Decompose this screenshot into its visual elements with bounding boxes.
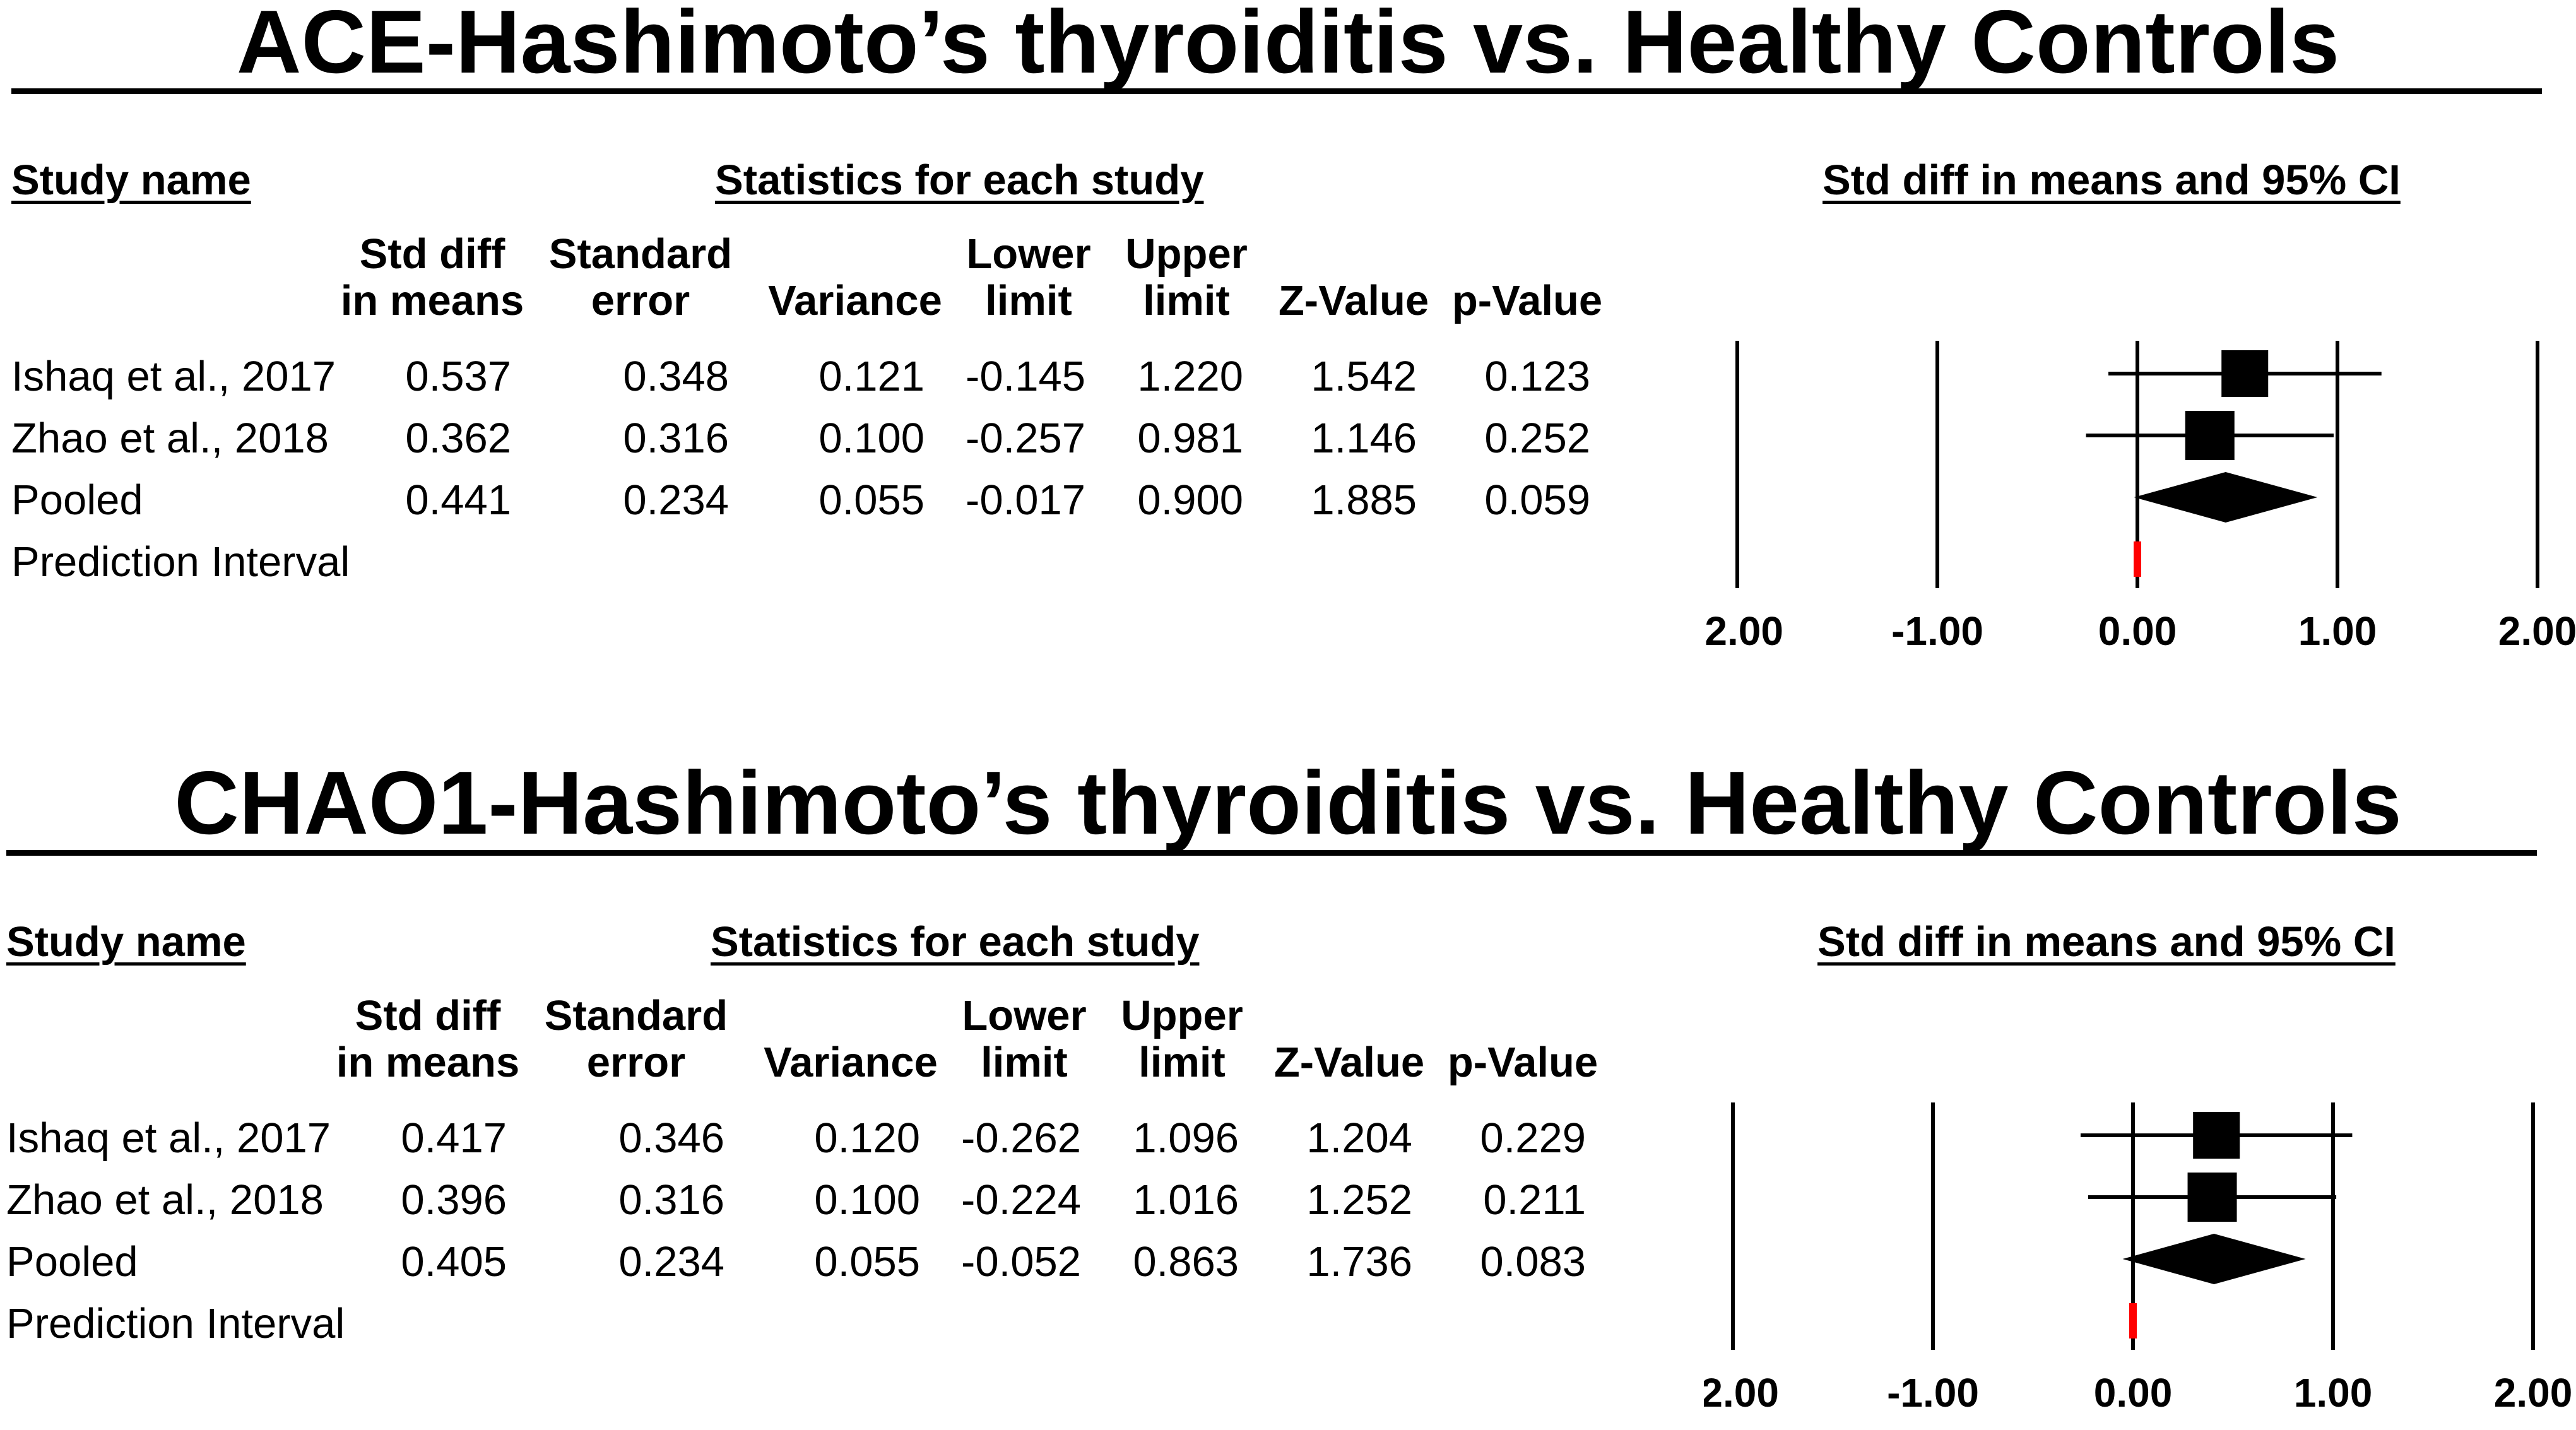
cell-lower-limit: -0.145 bbox=[966, 353, 1085, 400]
axis-tick-label: 1.00 bbox=[2298, 608, 2377, 654]
cell-upper-limit: 1.096 bbox=[1133, 1114, 1239, 1162]
study-label: Zhao et al., 2018 bbox=[11, 415, 329, 462]
axis-tick-label: -2.00 bbox=[1704, 1370, 1779, 1415]
cell-upper-limit: 1.016 bbox=[1133, 1176, 1239, 1224]
study-label: Prediction Interval bbox=[6, 1300, 345, 1347]
title-underline bbox=[6, 850, 2537, 856]
cell-p-value: 0.123 bbox=[1484, 353, 1590, 400]
forest-plot: -2.00 -1.00 0.00 1.00 2.00 bbox=[1704, 341, 2576, 654]
study-name-header: Study name bbox=[11, 157, 251, 204]
axis-tick-label: 1.00 bbox=[2294, 1370, 2373, 1415]
col-header-lower-limit: Lower limit bbox=[962, 992, 1087, 1086]
cell-lower-limit: -0.017 bbox=[966, 476, 1085, 524]
cell-p-value: 0.229 bbox=[1480, 1114, 1586, 1162]
cell-variance: 0.055 bbox=[814, 1238, 920, 1285]
cell-upper-limit: 1.220 bbox=[1137, 353, 1243, 400]
prediction-interval-mark bbox=[2134, 541, 2141, 577]
cell-variance: 0.100 bbox=[814, 1176, 920, 1224]
cell-std-diff: 0.417 bbox=[401, 1114, 507, 1162]
study-label: Ishaq et al., 2017 bbox=[11, 353, 336, 400]
cell-p-value: 0.211 bbox=[1483, 1176, 1586, 1224]
study-point-square bbox=[2193, 1112, 2240, 1159]
panel-title: ACE-Hashimoto’s thyroiditis vs. Healthy … bbox=[236, 0, 2340, 92]
cell-upper-limit: 0.863 bbox=[1133, 1238, 1239, 1285]
col-header-lower-limit: Lower limit bbox=[966, 230, 1091, 324]
axis-tick-label: 0.00 bbox=[2094, 1370, 2173, 1415]
cell-standard-error: 0.234 bbox=[618, 1238, 724, 1285]
axis-tick-label: -2.00 bbox=[1704, 608, 1783, 654]
study-point-square bbox=[2221, 350, 2269, 397]
cell-lower-limit: -0.052 bbox=[961, 1238, 1081, 1285]
col-header-variance: Variance bbox=[768, 277, 942, 324]
cell-standard-error: 0.346 bbox=[618, 1114, 724, 1162]
cell-std-diff: 0.362 bbox=[405, 415, 511, 462]
cell-p-value: 0.083 bbox=[1480, 1238, 1586, 1285]
cell-z-value: 1.146 bbox=[1311, 415, 1417, 462]
cell-std-diff: 0.537 bbox=[405, 353, 511, 400]
forest-panel-ace: ACE-Hashimoto’s thyroiditis vs. Healthy … bbox=[11, 0, 2576, 654]
cell-z-value: 1.204 bbox=[1306, 1114, 1412, 1162]
col-header-z-value: Z-Value bbox=[1278, 277, 1429, 324]
cell-upper-limit: 0.981 bbox=[1137, 415, 1243, 462]
study-point-square bbox=[2185, 411, 2235, 460]
panel-title: CHAO1-Hashimoto’s thyroiditis vs. Health… bbox=[174, 753, 2402, 853]
col-header-p-value: p-Value bbox=[1451, 277, 1603, 324]
cell-standard-error: 0.316 bbox=[623, 415, 729, 462]
cell-z-value: 1.252 bbox=[1306, 1176, 1412, 1224]
col-header-variance: Variance bbox=[764, 1039, 938, 1086]
prediction-interval-mark bbox=[2129, 1303, 2137, 1338]
cell-std-diff: 0.405 bbox=[401, 1238, 507, 1285]
col-header-upper-limit: Upper limit bbox=[1125, 230, 1248, 324]
cell-z-value: 1.885 bbox=[1311, 476, 1417, 524]
cell-variance: 0.100 bbox=[818, 415, 925, 462]
col-header-std-diff: Std diff in means bbox=[340, 230, 524, 324]
forest-plot: -2.00 -1.00 0.00 1.00 2.00 bbox=[1704, 1102, 2573, 1415]
cell-variance: 0.121 bbox=[818, 353, 925, 400]
col-header-p-value: p-Value bbox=[1447, 1039, 1598, 1086]
axis-tick-label: 2.00 bbox=[2498, 608, 2576, 654]
plot-header: Std diff in means and 95% CI bbox=[1817, 918, 2396, 966]
cell-lower-limit: -0.224 bbox=[961, 1176, 1081, 1224]
col-header-std-diff: Std diff in means bbox=[336, 992, 520, 1086]
plot-header: Std diff in means and 95% CI bbox=[1823, 157, 2401, 204]
pooled-diamond bbox=[2122, 1234, 2306, 1284]
cell-std-diff: 0.441 bbox=[405, 476, 511, 524]
study-label: Ishaq et al., 2017 bbox=[6, 1114, 331, 1162]
cell-z-value: 1.542 bbox=[1311, 353, 1417, 400]
study-label: Pooled bbox=[11, 476, 143, 524]
axis-tick-label: 2.00 bbox=[2494, 1370, 2573, 1415]
study-name-header: Study name bbox=[6, 918, 246, 966]
study-label: Pooled bbox=[6, 1238, 138, 1285]
cell-std-diff: 0.396 bbox=[401, 1176, 507, 1224]
statistics-header: Statistics for each study bbox=[711, 918, 1200, 966]
cell-upper-limit: 0.900 bbox=[1137, 476, 1243, 524]
cell-p-value: 0.059 bbox=[1484, 476, 1590, 524]
axis-tick-label: -1.00 bbox=[1887, 1370, 1979, 1415]
title-underline bbox=[11, 88, 2542, 94]
cell-variance: 0.120 bbox=[814, 1114, 920, 1162]
col-header-upper-limit: Upper limit bbox=[1121, 992, 1243, 1086]
cell-lower-limit: -0.262 bbox=[961, 1114, 1081, 1162]
col-header-standard-error: Standard error bbox=[544, 992, 728, 1086]
cell-lower-limit: -0.257 bbox=[966, 415, 1085, 462]
col-header-standard-error: Standard error bbox=[548, 230, 733, 324]
statistics-header: Statistics for each study bbox=[715, 157, 1204, 204]
study-label: Prediction Interval bbox=[11, 538, 350, 586]
cell-z-value: 1.736 bbox=[1306, 1238, 1412, 1285]
study-label: Zhao et al., 2018 bbox=[6, 1176, 324, 1224]
cell-p-value: 0.252 bbox=[1484, 415, 1590, 462]
cell-standard-error: 0.316 bbox=[618, 1176, 724, 1224]
cell-variance: 0.055 bbox=[818, 476, 925, 524]
cell-standard-error: 0.348 bbox=[623, 353, 729, 400]
col-header-z-value: Z-Value bbox=[1273, 1039, 1425, 1086]
cell-standard-error: 0.234 bbox=[623, 476, 729, 524]
pooled-diamond bbox=[2134, 472, 2318, 523]
axis-tick-label: -1.00 bbox=[1891, 608, 1983, 654]
study-point-square bbox=[2187, 1173, 2237, 1222]
axis-tick-label: 0.00 bbox=[2098, 608, 2177, 654]
forest-panel-chao1: CHAO1-Hashimoto’s thyroiditis vs. Health… bbox=[0, 715, 2576, 1430]
